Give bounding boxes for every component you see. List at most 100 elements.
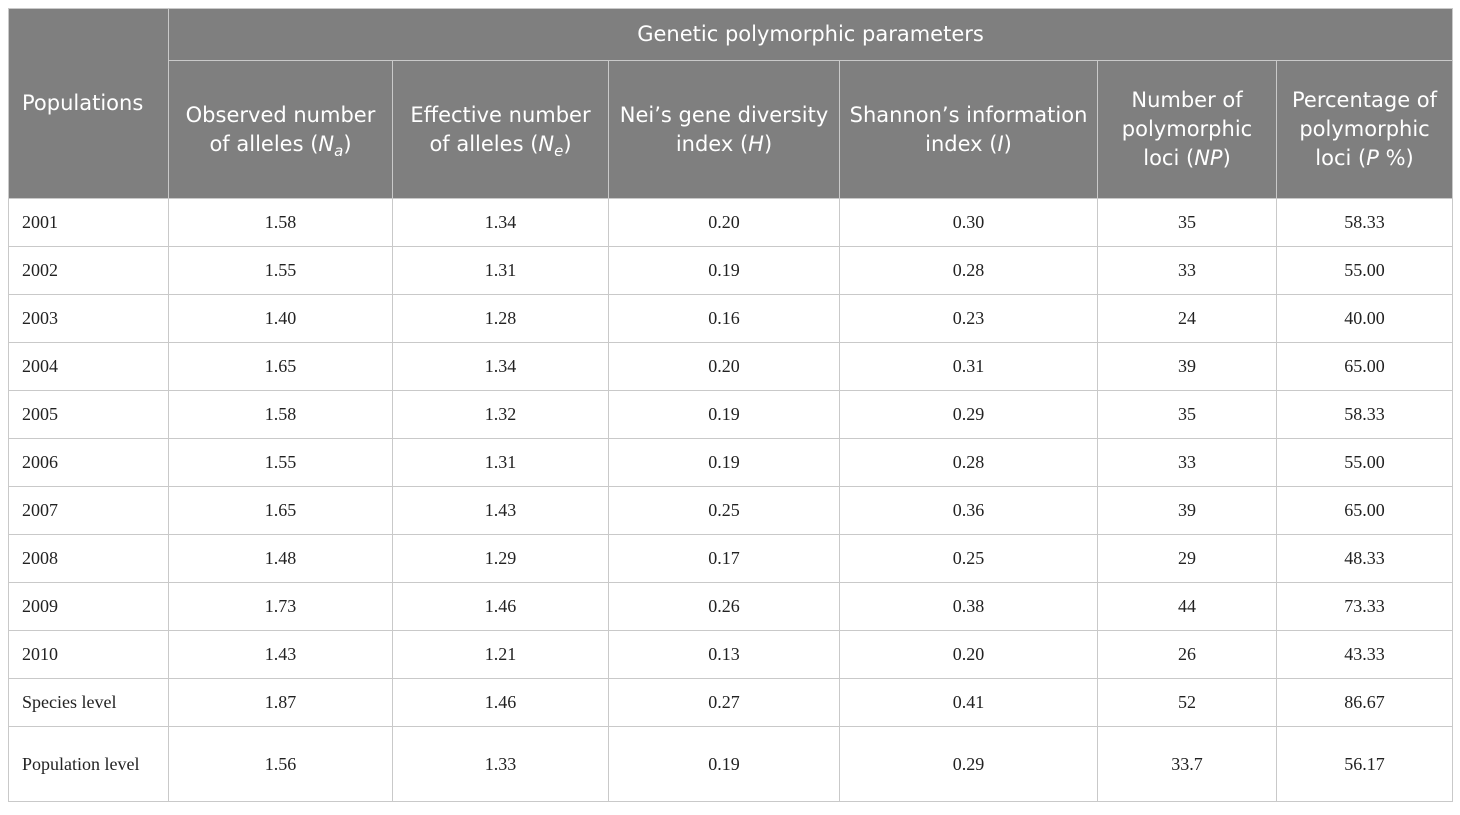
np-cell: 33 — [1097, 246, 1277, 295]
i-cell: 0.30 — [839, 198, 1098, 247]
h-cell: 0.19 — [608, 390, 840, 439]
ne-header-symbol: N — [538, 131, 555, 156]
p-cell: 55.00 — [1275, 438, 1454, 487]
h-cell: 0.19 — [608, 246, 840, 295]
i-cell: 0.28 — [839, 246, 1098, 295]
population-cell: 2002 — [8, 246, 169, 295]
i-cell: 0.41 — [839, 678, 1098, 727]
p-column-header: Percentage of polymorphic loci (P %) — [1275, 60, 1454, 199]
population-cell: 2010 — [8, 630, 169, 679]
i-header-close: ) — [1003, 131, 1012, 156]
na-column-header: Observed number of alleles (Na) — [168, 60, 393, 199]
table-row: 2001 1.58 1.34 0.20 0.30 35 58.33 — [8, 198, 1454, 247]
i-cell: 0.31 — [839, 342, 1098, 391]
i-header-text: Shannon’s information index — [849, 102, 1088, 156]
na-cell: 1.65 — [168, 486, 393, 535]
np-cell: 24 — [1097, 294, 1277, 343]
h-header-close: ) — [763, 131, 773, 156]
ne-header-subscript: e — [554, 141, 564, 160]
table-row: 2008 1.48 1.29 0.17 0.25 29 48.33 — [8, 534, 1454, 583]
np-cell: 29 — [1097, 534, 1277, 583]
h-cell: 0.13 — [608, 630, 840, 679]
p-cell: 43.33 — [1275, 630, 1454, 679]
population-cell: 2001 — [8, 198, 169, 247]
ne-cell: 1.33 — [392, 726, 609, 802]
i-cell: 0.20 — [839, 630, 1098, 679]
h-cell: 0.19 — [608, 726, 840, 802]
np-header-close: ) — [1222, 146, 1231, 170]
i-cell: 0.25 — [839, 534, 1098, 583]
p-cell: 73.33 — [1275, 582, 1454, 631]
i-cell: 0.36 — [839, 486, 1098, 535]
population-cell: 2009 — [8, 582, 169, 631]
i-header-symbol: I — [997, 131, 1004, 156]
h-cell: 0.16 — [608, 294, 840, 343]
p-cell: 48.33 — [1275, 534, 1454, 583]
table-row: 2007 1.65 1.43 0.25 0.36 39 65.00 — [8, 486, 1454, 535]
na-cell: 1.73 — [168, 582, 393, 631]
table-row: Species level 1.87 1.46 0.27 0.41 52 86.… — [8, 678, 1454, 727]
na-cell: 1.56 — [168, 726, 393, 802]
i-cell: 0.28 — [839, 438, 1098, 487]
ne-cell: 1.43 — [392, 486, 609, 535]
np-cell: 35 — [1097, 198, 1277, 247]
na-cell: 1.55 — [168, 246, 393, 295]
table-row: 2009 1.73 1.46 0.26 0.38 44 73.33 — [8, 582, 1454, 631]
h-header-text: Nei’s gene diversity index — [619, 102, 829, 156]
population-cell: 2008 — [8, 534, 169, 583]
na-header-close: ) — [343, 131, 352, 156]
h-cell: 0.19 — [608, 438, 840, 487]
ne-cell: 1.32 — [392, 390, 609, 439]
h-cell: 0.17 — [608, 534, 840, 583]
population-cell: 2004 — [8, 342, 169, 391]
i-cell: 0.38 — [839, 582, 1098, 631]
ne-cell: 1.29 — [392, 534, 609, 583]
np-cell: 39 — [1097, 342, 1277, 391]
na-cell: 1.43 — [168, 630, 393, 679]
p-header-symbol: P — [1366, 146, 1379, 170]
table-row: 2002 1.55 1.31 0.19 0.28 33 55.00 — [8, 246, 1454, 295]
np-header-text: Number of polymorphic loci — [1121, 88, 1253, 170]
na-header-subscript: a — [334, 141, 344, 160]
np-column-header: Number of polymorphic loci (NP) — [1097, 60, 1277, 199]
na-cell: 1.55 — [168, 438, 393, 487]
genetic-parameters-table: Populations Genetic polymorphic paramete… — [8, 8, 1454, 802]
population-cell: 2006 — [8, 438, 169, 487]
ne-header-close: ) — [563, 131, 572, 156]
ne-cell: 1.31 — [392, 246, 609, 295]
na-cell: 1.48 — [168, 534, 393, 583]
h-cell: 0.20 — [608, 342, 840, 391]
ne-cell: 1.21 — [392, 630, 609, 679]
na-header-symbol: N — [318, 131, 335, 156]
ne-cell: 1.34 — [392, 198, 609, 247]
table-body: 2001 1.58 1.34 0.20 0.30 35 58.33 2002 1… — [8, 198, 1454, 802]
p-header-close: %) — [1378, 146, 1414, 170]
h-cell: 0.27 — [608, 678, 840, 727]
population-cell: Population level — [8, 726, 169, 802]
ne-header-text: Effective number of alleles — [410, 102, 591, 156]
p-cell: 40.00 — [1275, 294, 1454, 343]
p-cell: 56.17 — [1275, 726, 1454, 802]
table-row: 2004 1.65 1.34 0.20 0.31 39 65.00 — [8, 342, 1454, 391]
i-cell: 0.23 — [839, 294, 1098, 343]
ne-cell: 1.46 — [392, 678, 609, 727]
h-cell: 0.20 — [608, 198, 840, 247]
ne-cell: 1.31 — [392, 438, 609, 487]
np-cell: 44 — [1097, 582, 1277, 631]
table-row: 2010 1.43 1.21 0.13 0.20 26 43.33 — [8, 630, 1454, 679]
population-cell: 2005 — [8, 390, 169, 439]
population-cell: 2007 — [8, 486, 169, 535]
table-row: 2006 1.55 1.31 0.19 0.28 33 55.00 — [8, 438, 1454, 487]
np-cell: 35 — [1097, 390, 1277, 439]
table-header: Populations Genetic polymorphic paramete… — [8, 8, 1454, 199]
i-cell: 0.29 — [839, 726, 1098, 802]
na-cell: 1.40 — [168, 294, 393, 343]
h-header-symbol: H — [748, 131, 764, 156]
h-cell: 0.26 — [608, 582, 840, 631]
population-cell: 2003 — [8, 294, 169, 343]
ne-cell: 1.34 — [392, 342, 609, 391]
h-column-header: Nei’s gene diversity index (H) — [608, 60, 840, 199]
i-column-header: Shannon’s information index (I) — [839, 60, 1098, 199]
np-cell: 33 — [1097, 438, 1277, 487]
np-cell: 39 — [1097, 486, 1277, 535]
